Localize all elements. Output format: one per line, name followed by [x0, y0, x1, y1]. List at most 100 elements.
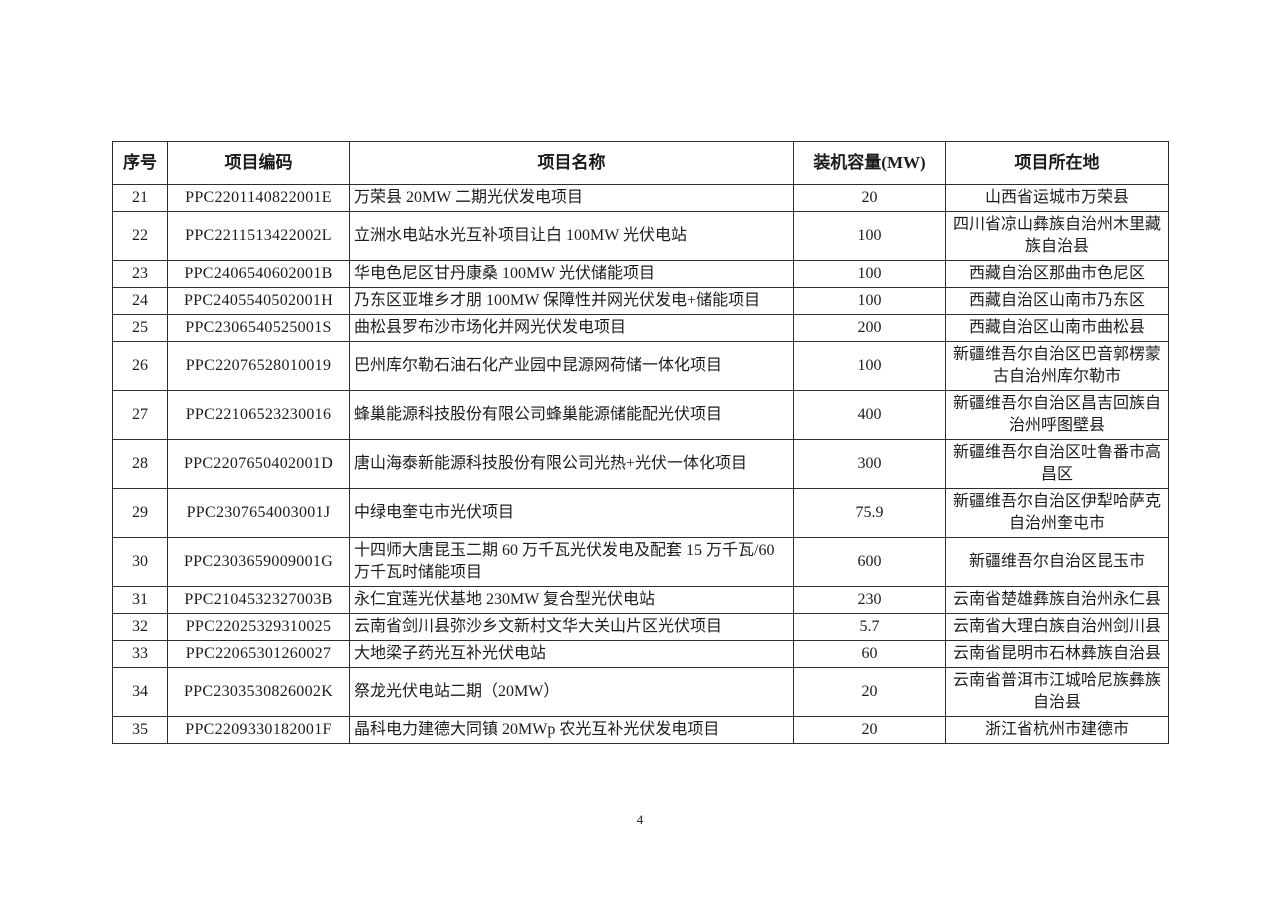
table-row: 35 PPC2209330182001F 晶科电力建德大同镇 20MWp 农光互补光… — [112, 716, 1169, 744]
cell-location: 新疆维吾尔自治区昆玉市 — [945, 537, 1169, 587]
table-row: 31 PPC2104532327003B 永仁宜莲光伏基地 230MW 复合型光伏电… — [112, 586, 1169, 614]
cell-seq: 30 — [112, 537, 168, 587]
cell-capacity: 600 — [793, 537, 946, 587]
cell-location: 新疆维吾尔自治区吐鲁番市高昌区 — [945, 439, 1169, 489]
cell-capacity: 230 — [793, 586, 946, 614]
cell-code: PPC22065301260027 — [167, 640, 350, 668]
cell-code: PPC2201140822001E — [167, 184, 350, 212]
cell-name: 十四师大唐昆玉二期 60 万千瓦光伏发电及配套 15 万千瓦/60 万千瓦时储能… — [349, 537, 794, 587]
cell-capacity: 100 — [793, 287, 946, 315]
cell-location: 山西省运城市万荣县 — [945, 184, 1169, 212]
cell-capacity: 75.9 — [793, 488, 946, 538]
header-capacity: 装机容量(MW) — [793, 141, 946, 185]
cell-seq: 25 — [112, 314, 168, 342]
table-row: 34 PPC2303530826002K 祭龙光伏电站二期（20MW） 20 云南省普洱… — [112, 667, 1169, 717]
cell-location: 西藏自治区山南市乃东区 — [945, 287, 1169, 315]
header-location: 项目所在地 — [945, 141, 1169, 185]
table-row: 21 PPC2201140822001E 万荣县 20MW 二期光伏发电项目 20 山西… — [112, 184, 1169, 212]
cell-capacity: 100 — [793, 260, 946, 288]
cell-capacity: 5.7 — [793, 613, 946, 641]
cell-seq: 24 — [112, 287, 168, 315]
cell-seq: 31 — [112, 586, 168, 614]
cell-capacity: 300 — [793, 439, 946, 489]
cell-name: 华电色尼区甘丹康桑 100MW 光伏储能项目 — [349, 260, 794, 288]
cell-capacity: 200 — [793, 314, 946, 342]
header-code: 项目编码 — [167, 141, 350, 185]
cell-name: 唐山海泰新能源科技股份有限公司光热+光伏一体化项目 — [349, 439, 794, 489]
cell-capacity: 100 — [793, 211, 946, 261]
cell-seq: 22 — [112, 211, 168, 261]
projects-table: 序号 项目编码 项目名称 装机容量(MW) 项目所在地 21 PPC2201140… — [112, 141, 1169, 744]
table-row: 23 PPC2406540602001B 华电色尼区甘丹康桑 100MW 光伏储能项… — [112, 260, 1169, 288]
cell-capacity: 60 — [793, 640, 946, 668]
table-row: 30 PPC2303659009001G 十四师大唐昆玉二期 60 万千瓦光伏发电及… — [112, 537, 1169, 587]
table-header-row: 序号 项目编码 项目名称 装机容量(MW) 项目所在地 — [112, 141, 1169, 185]
cell-location: 浙江省杭州市建德市 — [945, 716, 1169, 744]
table-row: 22 PPC2211513422002L 立洲水电站水光互补项目让白 100MW 光… — [112, 211, 1169, 261]
cell-seq: 23 — [112, 260, 168, 288]
cell-name: 乃东区亚堆乡才朋 100MW 保障性并网光伏发电+储能项目 — [349, 287, 794, 315]
cell-name: 中绿电奎屯市光伏项目 — [349, 488, 794, 538]
cell-code: PPC2303659009001G — [167, 537, 350, 587]
cell-seq: 26 — [112, 341, 168, 391]
cell-location: 云南省大理白族自治州剑川县 — [945, 613, 1169, 641]
cell-location: 云南省楚雄彝族自治州永仁县 — [945, 586, 1169, 614]
table-row: 27 PPC22106523230016 蜂巢能源科技股份有限公司蜂巢能源储能配光伏… — [112, 390, 1169, 440]
cell-name: 晶科电力建德大同镇 20MWp 农光互补光伏发电项目 — [349, 716, 794, 744]
cell-code: PPC2307654003001J — [167, 488, 350, 538]
cell-location: 新疆维吾尔自治区昌吉回族自治州呼图壁县 — [945, 390, 1169, 440]
cell-name: 曲松县罗布沙市场化并网光伏发电项目 — [349, 314, 794, 342]
cell-capacity: 100 — [793, 341, 946, 391]
table-row: 24 PPC2405540502001H 乃东区亚堆乡才朋 100MW 保障性并网光… — [112, 287, 1169, 315]
cell-location: 云南省昆明市石林彝族自治县 — [945, 640, 1169, 668]
table-row: 33 PPC22065301260027 大地梁子药光互补光伏电站 60 云南省昆明市石… — [112, 640, 1169, 668]
cell-seq: 28 — [112, 439, 168, 489]
cell-code: PPC2406540602001B — [167, 260, 350, 288]
cell-name: 祭龙光伏电站二期（20MW） — [349, 667, 794, 717]
cell-name: 永仁宜莲光伏基地 230MW 复合型光伏电站 — [349, 586, 794, 614]
table-row: 28 PPC2207650402001D 唐山海泰新能源科技股份有限公司光热+光伏一… — [112, 439, 1169, 489]
cell-code: PPC2209330182001F — [167, 716, 350, 744]
header-name: 项目名称 — [349, 141, 794, 185]
cell-location: 西藏自治区山南市曲松县 — [945, 314, 1169, 342]
cell-location: 新疆维吾尔自治区巴音郭楞蒙古自治州库尔勒市 — [945, 341, 1169, 391]
cell-location: 新疆维吾尔自治区伊犁哈萨克自治州奎屯市 — [945, 488, 1169, 538]
cell-location: 四川省凉山彝族自治州木里藏族自治县 — [945, 211, 1169, 261]
cell-seq: 27 — [112, 390, 168, 440]
cell-seq: 33 — [112, 640, 168, 668]
table-header: 序号 项目编码 项目名称 装机容量(MW) 项目所在地 — [112, 141, 1169, 185]
cell-name: 蜂巢能源科技股份有限公司蜂巢能源储能配光伏项目 — [349, 390, 794, 440]
cell-code: PPC2306540525001S — [167, 314, 350, 342]
cell-code: PPC2211513422002L — [167, 211, 350, 261]
cell-code: PPC2303530826002K — [167, 667, 350, 717]
cell-name: 万荣县 20MW 二期光伏发电项目 — [349, 184, 794, 212]
table-row: 32 PPC22025329310025 云南省剑川县弥沙乡文新村文华大关山片区光伏… — [112, 613, 1169, 641]
cell-code: PPC22076528010019 — [167, 341, 350, 391]
table-body: 21 PPC2201140822001E 万荣县 20MW 二期光伏发电项目 20 山西… — [112, 184, 1169, 744]
cell-name: 立洲水电站水光互补项目让白 100MW 光伏电站 — [349, 211, 794, 261]
cell-capacity: 400 — [793, 390, 946, 440]
table-row: 26 PPC22076528010019 巴州库尔勒石油石化产业园中昆源网荷储一体化… — [112, 341, 1169, 391]
cell-seq: 32 — [112, 613, 168, 641]
cell-code: PPC2405540502001H — [167, 287, 350, 315]
cell-name: 云南省剑川县弥沙乡文新村文华大关山片区光伏项目 — [349, 613, 794, 641]
cell-code: PPC22025329310025 — [167, 613, 350, 641]
cell-code: PPC22106523230016 — [167, 390, 350, 440]
cell-location: 云南省普洱市江城哈尼族彝族自治县 — [945, 667, 1169, 717]
cell-capacity: 20 — [793, 716, 946, 744]
cell-name: 巴州库尔勒石油石化产业园中昆源网荷储一体化项目 — [349, 341, 794, 391]
cell-seq: 21 — [112, 184, 168, 212]
cell-code: PPC2104532327003B — [167, 586, 350, 614]
table-row: 29 PPC2307654003001J 中绿电奎屯市光伏项目 75.9 新疆维吾尔自治… — [112, 488, 1169, 538]
header-seq: 序号 — [112, 141, 168, 185]
cell-location: 西藏自治区那曲市色尼区 — [945, 260, 1169, 288]
page-number: 4 — [636, 812, 644, 827]
cell-capacity: 20 — [793, 184, 946, 212]
cell-code: PPC2207650402001D — [167, 439, 350, 489]
cell-capacity: 20 — [793, 667, 946, 717]
cell-seq: 35 — [112, 716, 168, 744]
cell-seq: 34 — [112, 667, 168, 717]
cell-name: 大地梁子药光互补光伏电站 — [349, 640, 794, 668]
table-row: 25 PPC2306540525001S 曲松县罗布沙市场化并网光伏发电项目 200 西… — [112, 314, 1169, 342]
